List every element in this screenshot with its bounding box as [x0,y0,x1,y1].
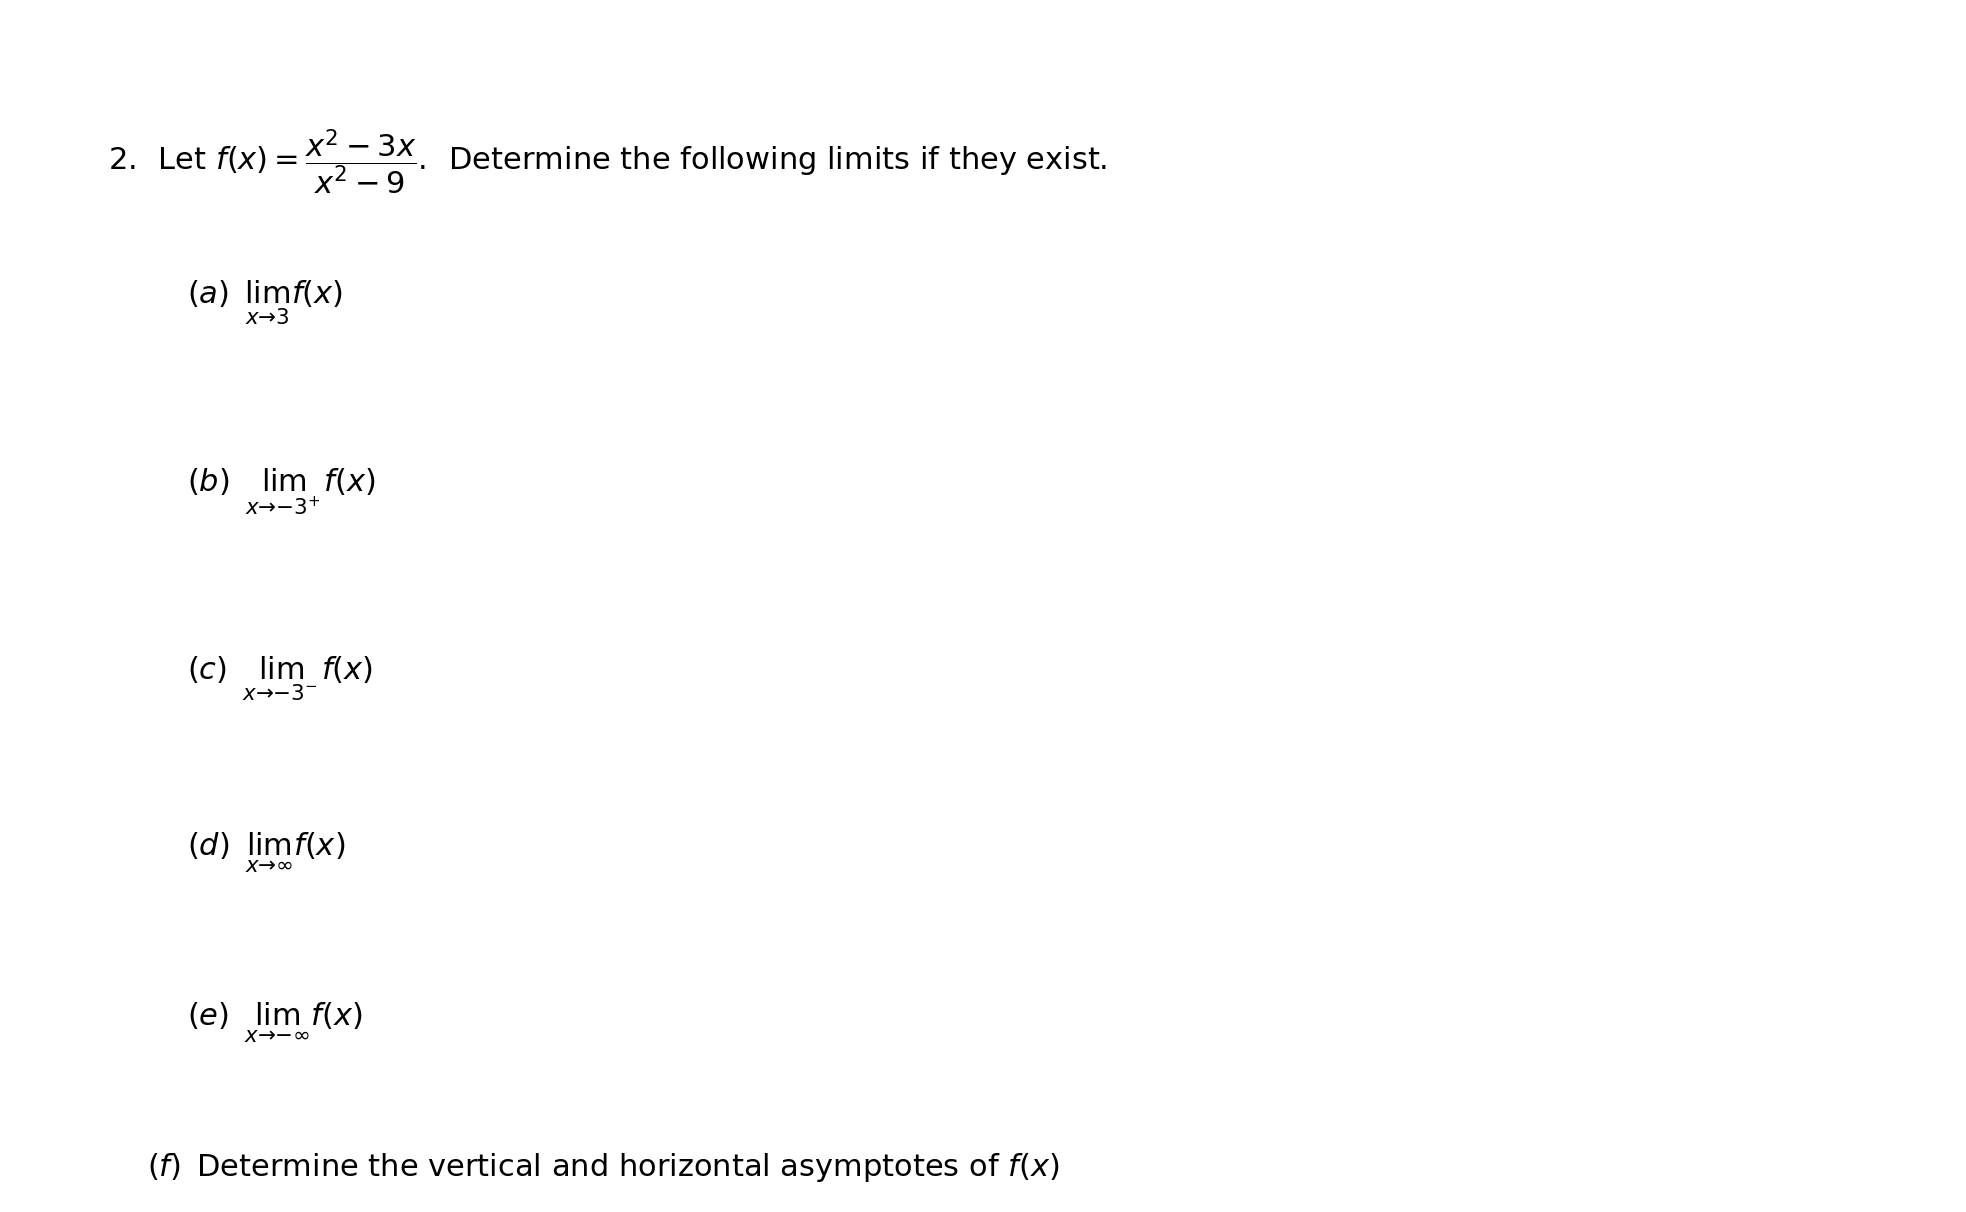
Text: $(f)\enspace\text{Determine the vertical and horizontal asymptotes of }f(x)$: $(f)\enspace\text{Determine the vertical… [147,1151,1060,1184]
Text: $(d)\enspace\lim_{x \to \infty} f(x)$: $(d)\enspace\lim_{x \to \infty} f(x)$ [187,830,346,875]
Text: $(b)\enspace\lim_{x \to -3^+} f(x)$: $(b)\enspace\lim_{x \to -3^+} f(x)$ [187,467,376,518]
Text: $(e)\enspace\lim_{x \to -\infty} f(x)$: $(e)\enspace\lim_{x \to -\infty} f(x)$ [187,1000,362,1045]
Text: $(c)\enspace\lim_{x \to -3^-} f(x)$: $(c)\enspace\lim_{x \to -3^-} f(x)$ [187,654,374,703]
Text: $2.\enspace\text{Let }f(x) = \dfrac{x^2 - 3x}{x^2 - 9}.\enspace\text{Determine t: $2.\enspace\text{Let }f(x) = \dfrac{x^2 … [108,127,1107,196]
Text: $(a)\enspace\lim_{x \to 3} f(x)$: $(a)\enspace\lim_{x \to 3} f(x)$ [187,279,342,327]
